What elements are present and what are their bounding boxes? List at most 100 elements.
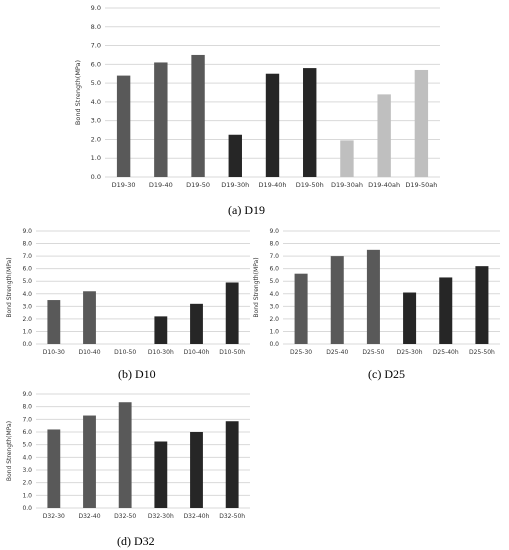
- y-tick-label-d25: 5.0: [269, 278, 279, 285]
- x-tick-label-d32: D32-50: [114, 513, 136, 520]
- bar-d19-7: [340, 140, 354, 177]
- bar-d32-4: [154, 441, 168, 508]
- bar-d25-3: [366, 249, 380, 344]
- x-tick-label-d25: D25-30: [290, 349, 312, 356]
- y-tick-label-d25: 7.0: [269, 253, 279, 260]
- bar-d19-9: [414, 69, 429, 177]
- y-tick-label-d10: 1.0: [22, 328, 32, 335]
- y-tick-label-d10: 2.0: [22, 316, 32, 323]
- bar-d25-6: [475, 266, 489, 344]
- x-tick-label-d32: D32-40: [78, 513, 100, 520]
- y-tick-label-d32: 2.0: [22, 480, 32, 487]
- bar-d25-1: [294, 273, 308, 344]
- y-axis-label-d19: Bond Strength(MPa): [74, 60, 82, 125]
- y-axis-label-d25: Bond Strength(MPa): [253, 257, 260, 317]
- y-tick-label-d32: 1.0: [22, 492, 32, 499]
- x-tick-label-d10: D10-50: [114, 349, 136, 356]
- y-tick-label-d25: 8.0: [269, 241, 279, 248]
- y-tick-label-d32: 5.0: [22, 442, 32, 449]
- y-tick-label-d32: 3.0: [22, 467, 32, 474]
- y-tick-label-d32: 8.0: [22, 404, 32, 411]
- y-tick-label-d19: 7.0: [91, 42, 101, 50]
- x-tick-label-d25: D25-50: [362, 349, 384, 356]
- y-tick-label-d19: 9.0: [91, 4, 101, 12]
- y-tick-label-d10: 6.0: [22, 266, 32, 273]
- y-tick-label-d10: 8.0: [22, 241, 32, 248]
- y-tick-label-d10: 0.0: [22, 341, 32, 348]
- y-tick-label-d25: 6.0: [269, 266, 279, 273]
- caption-d10: (b) D10: [118, 367, 156, 381]
- y-tick-label-d10: 7.0: [22, 253, 32, 260]
- y-tick-label-d19: 2.0: [91, 135, 101, 143]
- bar-d32-5: [190, 432, 203, 508]
- x-tick-label-d32: D32-30h: [148, 513, 174, 520]
- x-tick-label-d25: D25-30h: [397, 349, 423, 356]
- y-tick-label-d25: 1.0: [269, 328, 279, 335]
- y-tick-label-d19: 6.0: [91, 60, 101, 68]
- y-tick-label-d25: 9.0: [269, 228, 279, 235]
- x-tick-label-d19: D19-30: [112, 181, 136, 189]
- x-tick-label-d19: D19-30h: [221, 181, 249, 189]
- y-tick-label-d19: 0.0: [91, 173, 101, 181]
- y-tick-label-d19: 5.0: [91, 79, 101, 87]
- x-tick-label-d19: D19-30ah: [331, 181, 363, 189]
- bar-d25-5: [439, 277, 453, 344]
- x-tick-label-d10: D10-40: [78, 349, 100, 356]
- y-tick-label-d10: 3.0: [22, 303, 32, 310]
- y-tick-label-d19: 4.0: [91, 98, 101, 106]
- bar-d25-2: [330, 256, 344, 344]
- bar-d32-3: [118, 402, 132, 508]
- bar-d10-1: [47, 300, 61, 344]
- caption-d25: (c) D25: [368, 367, 405, 381]
- x-tick-label-d19: D19-50ah: [405, 181, 437, 189]
- y-tick-label-d25: 3.0: [269, 303, 279, 310]
- bar-d19-4: [228, 134, 242, 177]
- y-tick-label-d19: 3.0: [91, 117, 101, 125]
- bar-d32-6: [225, 421, 239, 508]
- y-tick-label-d32: 6.0: [22, 429, 32, 436]
- x-tick-label-d25: D25-40: [326, 349, 348, 356]
- y-tick-label-d19: 8.0: [91, 23, 101, 31]
- bar-d32-1: [47, 429, 61, 508]
- x-tick-label-d10: D10-30h: [148, 349, 174, 356]
- bar-d10-5: [190, 303, 203, 344]
- x-tick-label-d32: D32-30: [43, 513, 65, 520]
- bar-d10-6: [225, 282, 239, 344]
- x-tick-label-d25: D25-50h: [469, 349, 495, 356]
- y-tick-label-d10: 5.0: [22, 278, 32, 285]
- bar-d19-3: [191, 54, 205, 177]
- x-tick-label-d19: D19-40h: [258, 181, 286, 189]
- y-tick-label-d25: 2.0: [269, 316, 279, 323]
- bar-d32-2: [83, 415, 96, 508]
- bar-d19-6: [303, 68, 317, 177]
- y-axis-label-d10: Bond Strength(MPa): [6, 257, 13, 317]
- x-tick-label-d10: D10-40h: [184, 349, 210, 356]
- y-tick-label-d32: 4.0: [22, 454, 32, 461]
- bar-d19-1: [116, 75, 131, 177]
- y-tick-label-d32: 9.0: [22, 391, 32, 398]
- y-tick-label-d25: 4.0: [269, 291, 279, 298]
- caption-d32: (d) D32: [117, 534, 155, 548]
- x-tick-label-d10: D10-50h: [219, 349, 245, 356]
- x-tick-label-d19: D19-40: [149, 181, 173, 189]
- bar-d10-2: [83, 291, 96, 344]
- y-tick-label-d32: 7.0: [22, 416, 32, 423]
- bar-d10-4: [154, 316, 168, 344]
- bar-d19-8: [377, 94, 391, 177]
- y-axis-label-d32: Bond Strength(MPa): [6, 421, 13, 481]
- x-tick-label-d19: D19-50h: [296, 181, 324, 189]
- y-tick-label-d32: 0.0: [22, 505, 32, 512]
- y-tick-label-d19: 1.0: [91, 154, 101, 162]
- bar-d19-2: [154, 62, 168, 178]
- x-tick-label-d32: D32-50h: [219, 513, 245, 520]
- x-tick-label-d19: D19-50: [186, 181, 210, 189]
- y-tick-label-d10: 4.0: [22, 291, 32, 298]
- bar-d19-5: [265, 73, 280, 177]
- caption-d19: (a) D19: [228, 203, 265, 217]
- y-tick-label-d10: 9.0: [22, 228, 32, 235]
- x-tick-label-d19: D19-40ah: [368, 181, 400, 189]
- y-tick-label-d25: 0.0: [269, 341, 279, 348]
- x-tick-label-d25: D25-40h: [433, 349, 459, 356]
